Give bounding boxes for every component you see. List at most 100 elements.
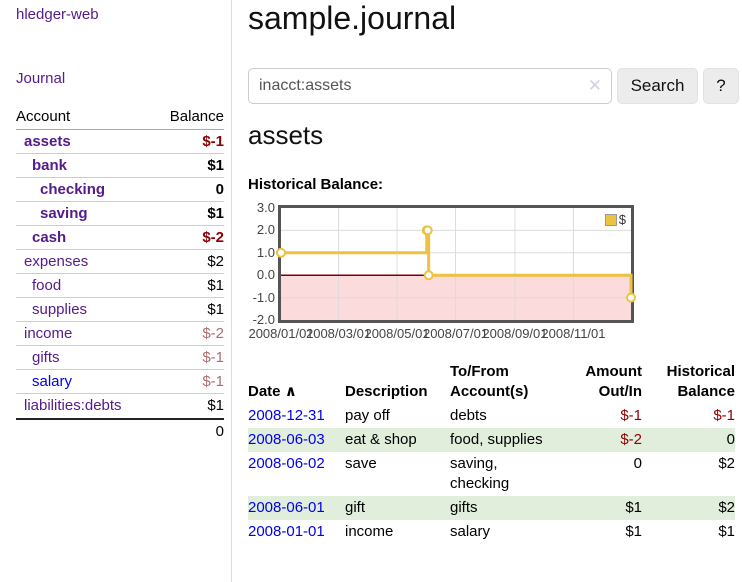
register-header-date[interactable]: Date ∧ [248,360,345,404]
transaction-accounts: food, supplies [450,431,543,448]
account-balance: $1 [207,205,224,222]
account-link[interactable]: income [24,325,73,342]
chart-y-axis: 3.0 2.0 1.0 0.0 -1.0 -2.0 [248,200,278,327]
x-tick-label: 2008/09/01 [482,326,548,341]
account-link[interactable]: supplies [32,301,88,318]
transaction-balance: 0 [726,431,735,448]
account-link[interactable]: assets [24,133,71,150]
main-content: sample.journal ✕ Search ? assets Histori… [248,0,742,582]
y-tick-label: -2.0 [252,312,275,327]
register-row: 2008-06-03 eat & shop food, supplies $-2… [248,428,735,452]
account-link[interactable]: saving [40,205,88,222]
date-header-label: Date [248,383,281,400]
balance-chart: 3.0 2.0 1.0 0.0 -1.0 -2.0 $ 2008/01/01 2008/03… [248,200,668,346]
sidebar: hledger-web Journal Account Balance asse… [0,0,232,582]
transaction-date-link[interactable]: 2008-06-02 [248,455,325,472]
transaction-description: income [345,523,394,540]
register-header-row: Date ∧ Description To/From Account(s) Am… [248,360,735,404]
x-tick-label: 2008/07/01 [422,326,489,341]
account-row: liabilities:debts $1 [16,394,224,418]
account-balance: $-1 [202,349,224,366]
account-balance: $-1 [202,133,224,150]
account-balance: $-2 [202,229,224,246]
chart-x-axis: 2008/01/01 2008/03/01 2008/05/01 2008/07/01… [248,326,668,342]
transaction-accounts: salary [450,523,491,540]
account-row: salary $-1 [16,370,224,394]
accounts-table-header: Account Balance [16,104,224,130]
sort-asc-icon: ∧ [284,383,297,400]
transaction-amount: $1 [625,499,642,516]
y-tick-label: 3.0 [256,200,275,215]
transaction-date-link[interactable]: 2008-01-01 [248,523,325,540]
account-link[interactable]: liabilities:debts [24,397,122,414]
search-button[interactable]: Search [617,68,698,104]
transaction-balance: $2 [718,455,735,472]
transaction-accounts: saving, checking [450,455,510,492]
register-row: 2008-06-01 gift gifts $1 $2 [248,496,735,520]
transaction-description: pay off [345,407,390,424]
account-link[interactable]: expenses [24,253,89,270]
register-table: Date ∧ Description To/From Account(s) Am… [248,360,735,544]
transaction-balance: $1 [718,523,735,540]
account-link[interactable]: food [32,277,62,294]
account-link[interactable]: cash [32,229,67,246]
search-box: ✕ [248,68,612,104]
account-row: income $-2 [16,322,224,346]
search-input[interactable] [248,68,612,104]
account-heading: assets [248,120,324,150]
account-balance: $1 [207,277,224,294]
transaction-description: save [345,455,377,472]
legend-label: $ [618,212,626,227]
transaction-balance: $-1 [713,407,735,424]
register-header-accounts: To/From Account(s) [450,363,529,400]
account-balance: $1 [207,397,224,414]
app-title-link[interactable]: hledger-web [16,6,99,23]
transaction-amount: $-2 [620,431,642,448]
search-form: ✕ Search ? [248,68,742,104]
chart-canvas [276,208,636,320]
x-tick-label: 2008/01/01 [248,326,314,341]
legend-swatch-icon [604,213,617,226]
account-balance: $-1 [202,373,224,390]
account-row: gifts $-1 [16,346,224,370]
chart-plot-area: $ [276,205,636,323]
x-tick-label: 2008/03/01 [305,326,372,341]
account-row: cash $-2 [16,226,224,250]
account-balance: $1 [207,301,224,318]
y-tick-label: 2.0 [256,222,275,238]
register-row: 2008-06-02 save saving, checking 0 $2 [248,452,735,496]
register-header-description: Description [345,383,428,400]
y-tick-label: 1.0 [256,244,275,260]
account-link[interactable]: bank [32,157,68,174]
account-row: checking 0 [16,178,224,202]
clear-search-icon[interactable]: ✕ [587,76,602,95]
account-row: bank $1 [16,154,224,178]
transaction-accounts: debts [450,407,487,424]
x-tick-label: 2008/11/01 [541,326,606,341]
account-balance: $1 [207,157,224,174]
account-link[interactable]: checking [40,181,106,198]
account-link[interactable]: salary [32,373,73,390]
account-link[interactable]: gifts [32,349,60,366]
sidebar-item-journal[interactable]: Journal [16,70,66,87]
balance-column-header: Balance [169,108,224,125]
account-row: supplies $1 [16,298,224,322]
account-balance: 0 [215,181,224,198]
transaction-date-link[interactable]: 2008-06-01 [248,499,325,516]
transaction-date-link[interactable]: 2008-06-03 [248,431,325,448]
transaction-amount: 0 [633,455,642,472]
y-tick-label: -1.0 [252,289,275,305]
transaction-amount: $1 [625,523,642,540]
register-header-balance: Historical Balance [666,363,735,400]
help-button[interactable]: ? [703,68,739,104]
transaction-date-link[interactable]: 2008-12-31 [248,407,325,424]
transaction-description: eat & shop [345,431,417,448]
accounts-total-balance: 0 [215,423,224,440]
x-tick-label: 2008/05/01 [364,326,430,341]
y-tick-label: 0.0 [256,267,275,283]
transaction-description: gift [345,499,366,516]
account-row: assets $-1 [16,130,224,154]
accounts-total-row: 0 [16,418,224,442]
account-column-header: Account [16,108,71,125]
